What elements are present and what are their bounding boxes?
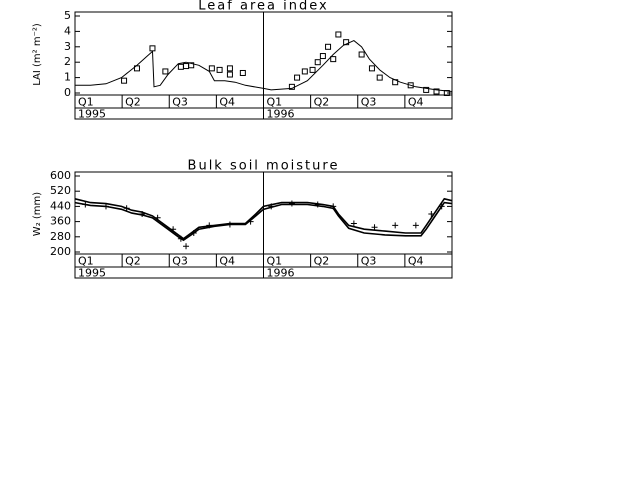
chart-title: Bulk soil moisture: [188, 159, 340, 174]
observation-square: [226, 65, 233, 72]
quarter-label: Q1: [78, 255, 94, 268]
y-tick-label: 200: [50, 245, 71, 258]
year-label: 1995: [78, 267, 106, 280]
observation-square: [216, 66, 223, 73]
quarter-label: Q3: [172, 255, 188, 268]
observation-square: [407, 82, 414, 89]
observation-plus: [268, 203, 275, 210]
observation-square: [208, 65, 215, 72]
y-tick-label: 280: [50, 230, 71, 243]
observation-plus: [314, 201, 321, 208]
quarter-label: Q2: [125, 255, 141, 268]
observation-plus: [183, 243, 190, 250]
observation-square: [358, 51, 365, 58]
observation-plus: [102, 203, 109, 210]
observation-square: [226, 71, 233, 78]
quarter-label: Q3: [361, 96, 377, 109]
observation-square: [177, 63, 184, 70]
observation-plus: [123, 205, 130, 212]
year-label: 1996: [267, 108, 295, 121]
y-tick-label: 2: [64, 55, 71, 68]
observation-square: [301, 68, 308, 75]
observation-plus: [170, 226, 177, 233]
observation-plus: [154, 214, 161, 221]
observation-square: [423, 86, 430, 93]
observation-plus: [371, 224, 378, 231]
quarter-label: Q2: [314, 96, 330, 109]
observation-plus: [82, 201, 89, 208]
year-label: 1995: [78, 108, 106, 121]
observation-square: [294, 74, 301, 81]
quarter-label: Q3: [172, 96, 188, 109]
quarter-label: Q1: [267, 96, 283, 109]
observation-plus: [177, 235, 184, 242]
observation-square: [392, 79, 399, 86]
observation-square: [162, 68, 169, 75]
observation-plus: [139, 211, 146, 217]
year-label: 1996: [267, 267, 295, 280]
observation-plus: [350, 220, 357, 227]
y-tick-label: 3: [64, 40, 71, 53]
observation-square: [325, 43, 332, 50]
observation-square: [288, 83, 295, 90]
quarter-label: Q3: [361, 255, 377, 268]
observation-square: [239, 69, 246, 76]
observation-plus: [438, 203, 445, 210]
observation-square: [368, 65, 375, 72]
observation-plus: [330, 203, 337, 210]
observation-square: [314, 59, 321, 66]
quarter-label: Q1: [267, 255, 283, 268]
quarter-label: Q2: [314, 255, 330, 268]
y-tick-label: 520: [50, 184, 71, 197]
observation-square: [443, 90, 450, 96]
chart-title: Leaf area index: [198, 0, 328, 14]
observation-square: [335, 31, 342, 38]
observation-plus: [247, 218, 254, 225]
observation-square: [433, 88, 440, 95]
quarter-label: Q1: [78, 96, 94, 109]
y-tick-label: 600: [50, 169, 71, 182]
observation-square: [149, 45, 156, 52]
observation-square: [309, 66, 316, 73]
observation-plus: [226, 221, 233, 228]
observation-square: [343, 39, 350, 46]
observation-square: [319, 53, 326, 60]
y-tick-label: 1: [64, 71, 71, 84]
observation-plus: [412, 222, 419, 229]
observation-square: [188, 62, 195, 69]
observation-plus: [190, 230, 197, 236]
y-tick-label: 5: [64, 9, 71, 22]
observation-square: [121, 77, 128, 84]
observation-plus: [428, 211, 435, 217]
observation-plus: [288, 200, 295, 207]
y-axis-label: W₂ (mm): [32, 192, 43, 236]
observation-square: [330, 56, 337, 63]
quarter-label: Q4: [408, 96, 424, 109]
observation-plus: [206, 222, 213, 229]
observation-square: [133, 65, 140, 72]
quarter-label: Q4: [408, 255, 424, 268]
y-axis-label: LAI (m² m⁻²): [32, 23, 43, 86]
observation-square: [376, 74, 383, 81]
quarter-label: Q4: [219, 255, 235, 268]
quarter-label: Q4: [219, 96, 235, 109]
observation-plus: [392, 222, 399, 229]
y-tick-label: 0: [64, 86, 71, 99]
series-line: [75, 40, 453, 92]
observation-square: [183, 63, 190, 70]
quarter-label: Q2: [125, 96, 141, 109]
y-tick-label: 440: [50, 199, 71, 212]
y-tick-label: 4: [64, 24, 71, 37]
y-tick-label: 360: [50, 215, 71, 228]
